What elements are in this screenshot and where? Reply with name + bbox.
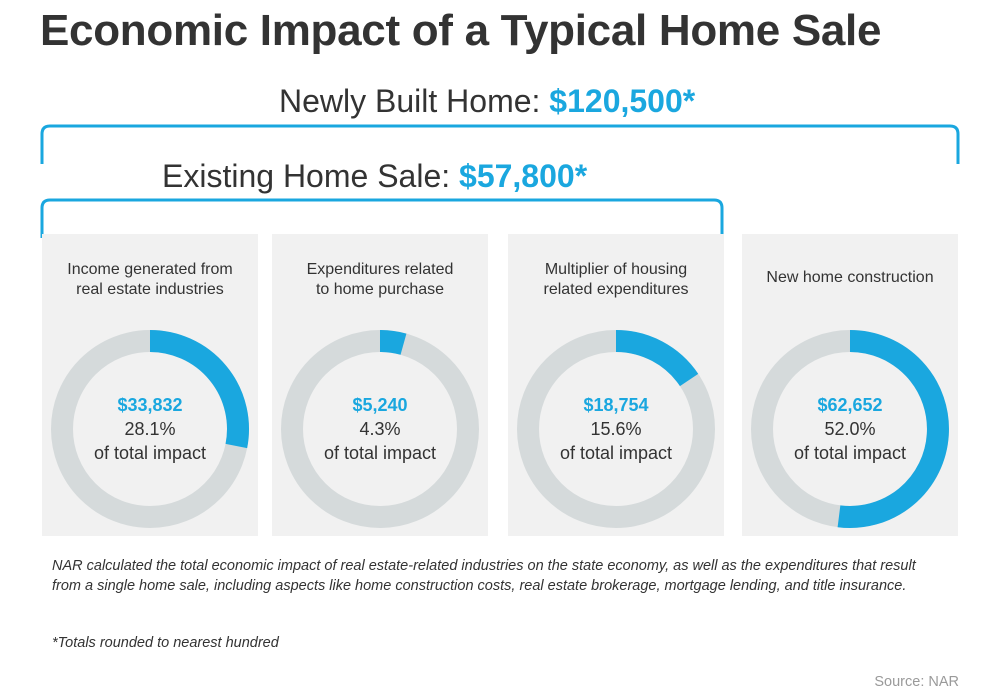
card-label: Income generated from real estate indust… [67,261,233,298]
impact-sublabel: of total impact [93,443,207,463]
card-label: Multiplier of housing related expenditur… [543,261,689,298]
impact-amount: $62,652 [817,395,883,415]
impact-amount: $18,754 [583,395,649,415]
card-label: New home construction [766,269,934,286]
impact-card-construction: New home construction $62,652 52.0% of t… [742,234,958,536]
impact-percent: 15.6% [590,419,642,439]
card-label: Expenditures related to home purchase [306,261,454,298]
donut-slice [615,330,699,387]
existing-home-bracket [40,198,724,238]
rounding-footnote: *Totals rounded to nearest hundred [52,635,279,651]
donut-chart [51,330,249,528]
existing-home-label: Existing Home Sale: [162,158,451,194]
newly-built-value: $120,500* [549,83,696,119]
donut-chart [281,330,479,528]
donut-center: $62,652 52.0% of total impact [750,329,950,529]
donut-center: $33,832 28.1% of total impact [50,329,250,529]
source-credit: Source: NAR [874,674,959,690]
donut-center: $5,240 4.3% of total impact [280,329,480,529]
existing-home-value: $57,800* [459,158,588,194]
impact-percent: 28.1% [124,419,176,439]
page-title: Economic Impact of a Typical Home Sale [40,6,882,55]
donut-slice [837,330,949,528]
newly-built-total: Newly Built Home: $120,500* [279,83,695,120]
methodology-note: NAR calculated the total economic impact… [52,558,916,594]
impact-amount: $33,832 [117,395,183,415]
impact-card-expenditures: Expenditures related to home purchase $5… [272,234,488,536]
impact-sublabel: of total impact [323,443,437,463]
donut-slice [379,330,407,355]
impact-percent: 4.3% [359,419,401,439]
donut-slice [149,330,249,449]
donut-center: $18,754 15.6% of total impact [516,329,716,529]
donut-chart [517,330,715,528]
impact-percent: 52.0% [824,419,876,439]
impact-card-multiplier: Multiplier of housing related expenditur… [508,234,724,536]
impact-amount: $5,240 [352,395,408,415]
impact-sublabel: of total impact [559,443,673,463]
donut-chart [751,330,949,528]
existing-home-total: Existing Home Sale: $57,800* [162,158,587,195]
impact-sublabel: of total impact [793,443,907,463]
impact-card-income: Income generated from real estate indust… [42,234,258,536]
newly-built-label: Newly Built Home: [279,83,541,119]
